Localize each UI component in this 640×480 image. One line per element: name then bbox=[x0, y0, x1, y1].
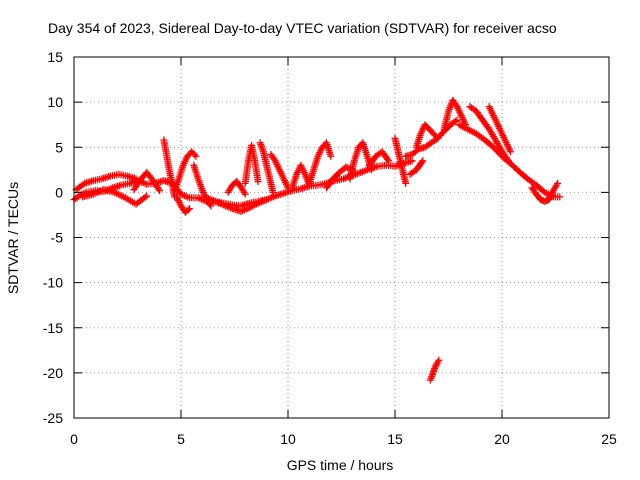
y-tick-label: -10 bbox=[43, 275, 63, 291]
data-point bbox=[434, 134, 442, 142]
data-point bbox=[418, 158, 426, 166]
y-tick-label: 15 bbox=[47, 49, 63, 65]
y-axis-title: SDTVAR / TECUs bbox=[5, 182, 21, 294]
data-point bbox=[419, 157, 427, 165]
data-point bbox=[327, 152, 335, 160]
data-point bbox=[504, 157, 512, 165]
data-point bbox=[156, 187, 164, 195]
data-point bbox=[408, 157, 416, 165]
data-point bbox=[207, 202, 215, 210]
x-tick-label: 20 bbox=[494, 431, 510, 447]
data-point bbox=[431, 363, 439, 371]
x-tick-label: 5 bbox=[177, 431, 185, 447]
data-point bbox=[241, 190, 249, 198]
data-point bbox=[143, 192, 151, 200]
grid bbox=[74, 57, 609, 418]
axis-ticks bbox=[73, 56, 610, 419]
data-point bbox=[191, 151, 199, 159]
y-tick-label: -25 bbox=[43, 410, 63, 426]
x-tick-label: 15 bbox=[387, 431, 403, 447]
data-point bbox=[402, 179, 410, 187]
x-tick-label: 25 bbox=[601, 431, 617, 447]
data-points bbox=[70, 96, 564, 384]
y-tick-label: 10 bbox=[47, 94, 63, 110]
data-point bbox=[432, 133, 440, 141]
x-axis-title: GPS time / hours bbox=[287, 457, 394, 473]
data-point bbox=[385, 157, 393, 165]
data-point bbox=[343, 164, 351, 172]
data-point bbox=[556, 193, 564, 201]
chart-title: Day 354 of 2023, Sidereal Day-to-day VTE… bbox=[48, 20, 557, 36]
data-point bbox=[384, 155, 392, 163]
data-point bbox=[269, 188, 277, 196]
data-point bbox=[141, 193, 149, 201]
data-point bbox=[507, 148, 515, 156]
data-point bbox=[451, 117, 459, 125]
x-axis-tick-labels: 0 5 10 15 20 25 bbox=[70, 431, 617, 447]
data-point bbox=[554, 179, 562, 187]
y-tick-label: 5 bbox=[55, 139, 63, 155]
data-point bbox=[155, 185, 163, 193]
y-tick-label: -5 bbox=[51, 230, 64, 246]
data-point bbox=[192, 152, 200, 160]
data-point bbox=[453, 116, 461, 124]
x-tick-label: 0 bbox=[70, 431, 78, 447]
data-point bbox=[503, 155, 511, 163]
y-axis-tick-labels: -25 -20 -15 -10 -5 0 5 10 15 bbox=[43, 49, 63, 426]
data-point bbox=[186, 205, 194, 213]
x-tick-label: 10 bbox=[280, 431, 296, 447]
data-point bbox=[367, 166, 375, 174]
y-tick-label: 0 bbox=[55, 184, 63, 200]
data-point bbox=[254, 178, 262, 186]
y-tick-label: -20 bbox=[43, 365, 63, 381]
data-point bbox=[431, 364, 439, 372]
data-point bbox=[342, 163, 350, 171]
y-tick-label: -15 bbox=[43, 320, 63, 336]
data-point bbox=[435, 356, 443, 364]
data-point bbox=[263, 196, 271, 204]
data-point bbox=[184, 206, 192, 214]
